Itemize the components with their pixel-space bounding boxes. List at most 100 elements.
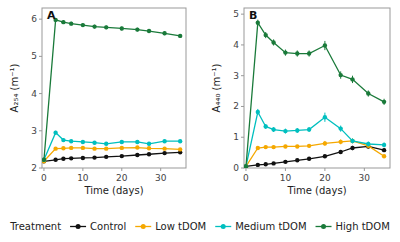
background	[0, 0, 400, 242]
point	[92, 140, 96, 144]
point	[61, 146, 65, 150]
point	[42, 158, 46, 162]
y-tick-label: 4	[233, 40, 239, 50]
point	[120, 154, 124, 158]
point	[271, 161, 275, 165]
legend-marker	[321, 224, 326, 229]
data-area	[42, 18, 182, 164]
point	[162, 151, 166, 155]
series-line	[246, 112, 384, 166]
point	[104, 155, 108, 159]
series-line	[246, 23, 384, 167]
point	[264, 33, 268, 37]
legend-marker	[141, 224, 146, 229]
point	[162, 31, 166, 35]
y-tick	[39, 56, 42, 57]
point	[61, 138, 65, 142]
point	[264, 162, 268, 166]
point	[178, 139, 182, 143]
point	[244, 164, 248, 168]
point	[366, 91, 370, 95]
point	[147, 152, 151, 156]
point	[53, 130, 57, 134]
panel: 0102030012345Time (days)A₄₄₀ (m⁻¹)	[211, 8, 390, 196]
legend-marker	[76, 224, 81, 229]
y-tick	[241, 44, 244, 45]
y-tick-label: 5	[233, 9, 239, 19]
x-tick	[285, 168, 286, 171]
plot-frame	[244, 8, 390, 168]
figure: 010203023456Time (days)A₂₅₄ (m⁻¹)A010203…	[0, 0, 400, 242]
legend-label: Low tDOM	[155, 221, 206, 232]
legend-item: Low tDOM	[135, 221, 206, 232]
point	[256, 146, 260, 150]
point	[323, 154, 327, 158]
y-axis-label: A₂₅₄ (m⁻¹)	[9, 63, 20, 112]
point	[135, 27, 139, 31]
y-tick	[241, 14, 244, 15]
point	[53, 158, 57, 162]
legend: TreatmentControlLow tDOMMedium tDOMHigh …	[9, 221, 390, 232]
point	[295, 51, 299, 55]
legend-item: Control	[70, 221, 126, 232]
series-line	[246, 141, 384, 167]
x-tick	[364, 168, 365, 171]
panel-title: B	[249, 9, 257, 22]
point	[323, 115, 327, 119]
point	[81, 23, 85, 27]
y-tick	[39, 130, 42, 131]
x-axis-label: Time (days)	[83, 185, 143, 196]
x-axis-label: Time (days)	[286, 185, 346, 196]
point	[323, 141, 327, 145]
point	[295, 144, 299, 148]
point	[295, 158, 299, 162]
legend-label: Control	[90, 221, 126, 232]
point	[120, 140, 124, 144]
point	[61, 156, 65, 160]
y-tick	[241, 137, 244, 138]
x-tick	[82, 168, 83, 171]
y-tick	[241, 75, 244, 76]
point	[61, 20, 65, 24]
y-tick	[241, 168, 244, 169]
x-tick-label: 30	[155, 173, 167, 183]
legend-label: High tDOM	[336, 221, 390, 232]
point	[178, 147, 182, 151]
y-tick-label: 4	[31, 89, 37, 99]
point	[104, 25, 108, 29]
point	[264, 145, 268, 149]
series	[42, 130, 182, 162]
y-tick-label: 6	[31, 14, 37, 24]
point	[147, 146, 151, 150]
point	[135, 153, 139, 157]
series-line	[44, 133, 180, 160]
point	[366, 142, 370, 146]
point	[382, 148, 386, 152]
point	[120, 26, 124, 30]
series-line	[246, 146, 384, 166]
point	[147, 29, 151, 33]
point	[338, 126, 342, 130]
x-tick-label: 10	[280, 173, 292, 183]
series-line	[44, 20, 180, 160]
data-area	[244, 20, 386, 168]
x-tick	[121, 168, 122, 171]
panel: 010203023456Time (days)A₂₅₄ (m⁻¹)	[9, 8, 186, 196]
y-tick-label: 1	[233, 132, 239, 142]
point	[69, 139, 73, 143]
point	[283, 144, 287, 148]
point	[42, 158, 46, 162]
point	[147, 142, 151, 146]
x-tick	[43, 168, 44, 171]
y-tick	[241, 106, 244, 107]
point	[81, 140, 85, 144]
point	[350, 146, 354, 150]
point	[307, 127, 311, 131]
legend-item: High tDOM	[316, 221, 390, 232]
point	[307, 51, 311, 55]
y-tick-label: 2	[31, 163, 37, 173]
plot-frame	[42, 8, 186, 168]
legend-marker	[221, 224, 226, 229]
point	[81, 146, 85, 150]
point	[92, 146, 96, 150]
